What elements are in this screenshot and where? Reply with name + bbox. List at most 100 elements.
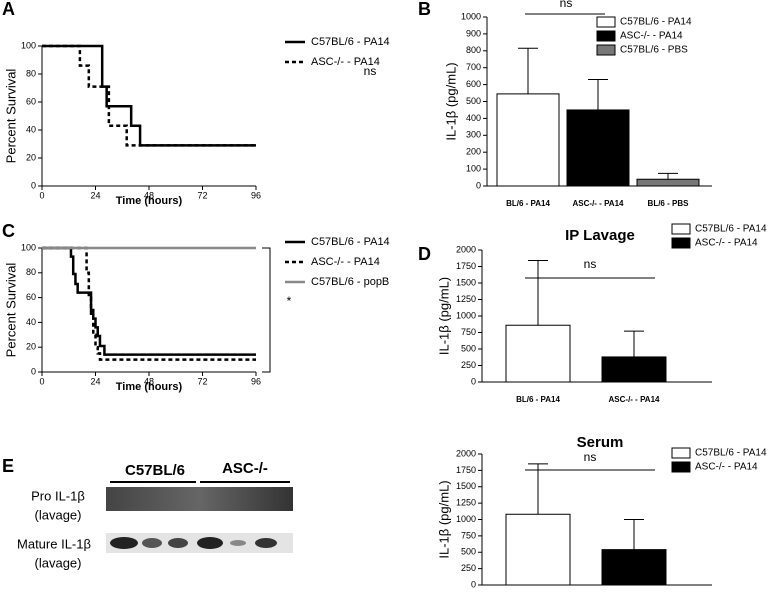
y-tick-label: 2000: [456, 244, 476, 254]
legend-label: C57BL/6 - PA14: [311, 36, 390, 48]
y-tick-label: 1250: [456, 498, 476, 508]
annotation: *: [287, 294, 292, 308]
panel-letter: D: [418, 244, 431, 264]
bar: [505, 513, 571, 586]
annotation: ns: [364, 64, 377, 78]
survival-curve: [42, 44, 256, 147]
y-tick-label: 250: [461, 360, 476, 370]
y-tick-label: 900: [466, 28, 481, 38]
x-tick-label: BL/6 - PA14: [506, 199, 550, 208]
x-tick-label: 0: [39, 376, 44, 386]
legend-swatch: [671, 447, 691, 459]
y-axis-label: Percent Survival: [3, 69, 18, 164]
y-tick-label: 0: [476, 180, 481, 190]
bar: [601, 356, 667, 383]
legend-label: C57BL/6 - PA14: [311, 236, 390, 248]
legend-label: C57BL/6 - PA14: [695, 224, 767, 235]
y-tick-label: 300: [466, 130, 481, 140]
y-tick-label: 40: [26, 124, 36, 134]
legend-swatch: [596, 16, 616, 28]
legend-swatch: [671, 461, 691, 473]
legend-label: ASC-/- - PA14: [695, 238, 758, 249]
row-label: Pro IL-1β: [31, 488, 85, 503]
y-tick-label: 200: [466, 147, 481, 157]
chart-title: IP Lavage: [565, 227, 635, 244]
row-label: (lavage): [35, 555, 82, 570]
y-tick-label: 0: [31, 180, 36, 190]
y-axis-label: IL-1β (pg/mL): [436, 277, 451, 355]
y-tick-label: 1750: [456, 465, 476, 475]
y-tick-label: 60: [26, 96, 36, 106]
y-tick-label: 1500: [456, 277, 476, 287]
annotation: ns: [560, 0, 573, 10]
x-tick-label: 24: [90, 376, 100, 386]
panel-letter: E: [2, 456, 14, 476]
x-tick-label: 0: [39, 190, 44, 200]
x-axis-label: Time (hours): [116, 381, 183, 393]
bar: [566, 109, 630, 187]
y-tick-label: 100: [21, 242, 36, 252]
x-tick-label: 48: [144, 190, 154, 200]
y-tick-label: 700: [466, 62, 481, 72]
panel-letter: A: [2, 0, 15, 19]
y-tick-label: 1000: [456, 514, 476, 524]
legend-swatch: [596, 44, 616, 56]
legend-label: C57BL/6 - PBS: [620, 45, 688, 56]
y-tick-label: 800: [466, 45, 481, 55]
annotation: ns: [584, 450, 597, 464]
y-axis-label: IL-1β (pg/mL): [436, 480, 451, 558]
x-tick-label: ASC-/- - PA14: [609, 395, 661, 404]
blot-band: [106, 533, 293, 553]
y-tick-label: 500: [461, 547, 476, 557]
survival-curve: [42, 246, 256, 361]
x-tick-label: ASC-/- - PA14: [573, 199, 625, 208]
y-tick-label: 0: [31, 366, 36, 376]
y-tick-label: 0: [471, 579, 476, 589]
row-label: (lavage): [35, 507, 82, 522]
x-tick-label: BL/6 - PA14: [516, 395, 560, 404]
survival-curve: [42, 44, 256, 147]
legend-label: ASC-/- - PA14: [311, 56, 380, 68]
y-tick-label: 80: [26, 267, 36, 277]
y-tick-label: 100: [21, 40, 36, 50]
y-tick-label: 40: [26, 317, 36, 327]
y-tick-label: 250: [461, 563, 476, 573]
y-tick-label: 1500: [456, 481, 476, 491]
panel-letter: B: [418, 0, 431, 19]
y-tick-label: 20: [26, 152, 36, 162]
panel-letter: C: [2, 221, 15, 241]
y-tick-label: 750: [461, 530, 476, 540]
annotation: ns: [584, 257, 597, 271]
bar: [636, 178, 700, 187]
y-axis-label: IL-1β (pg/mL): [443, 62, 458, 140]
x-tick-label: BL/6 - PBS: [648, 199, 690, 208]
legend-label: ASC-/- - PA14: [620, 31, 683, 42]
x-tick-label: 96: [251, 376, 261, 386]
group-label: C57BL/6: [125, 462, 185, 479]
blot-band: [106, 487, 293, 511]
x-tick-label: 24: [90, 190, 100, 200]
y-axis-label: Percent Survival: [3, 263, 18, 358]
y-tick-label: 20: [26, 342, 36, 352]
bar: [505, 324, 571, 383]
y-tick-label: 750: [461, 327, 476, 337]
y-tick-label: 1750: [456, 261, 476, 271]
y-tick-label: 500: [466, 96, 481, 106]
bar: [496, 93, 560, 187]
y-tick-label: 500: [461, 343, 476, 353]
legend-label: C57BL/6 - PA14: [620, 17, 692, 28]
y-tick-label: 60: [26, 292, 36, 302]
y-tick-label: 80: [26, 68, 36, 78]
legend-label: C57BL/6 - popB: [311, 276, 389, 288]
bar: [601, 549, 667, 586]
y-tick-label: 0: [471, 376, 476, 386]
x-axis-label: Time (hours): [116, 195, 183, 207]
x-tick-label: 96: [251, 190, 261, 200]
annotation-bracket: [262, 247, 271, 373]
chart-title: Serum: [577, 434, 624, 451]
legend-label: C57BL/6 - PA14: [695, 448, 767, 459]
y-tick-label: 400: [466, 113, 481, 123]
y-tick-label: 1250: [456, 294, 476, 304]
legend-label: ASC-/- - PA14: [311, 256, 380, 268]
x-tick-label: 72: [197, 190, 207, 200]
